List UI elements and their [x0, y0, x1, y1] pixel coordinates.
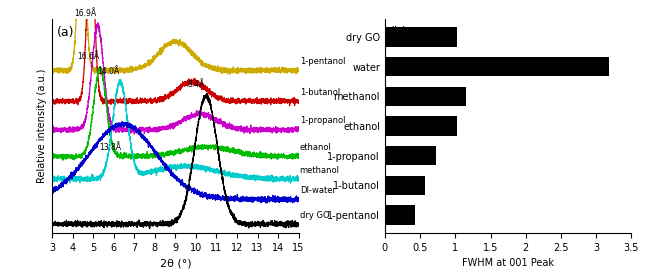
Text: (b): (b)	[390, 25, 408, 39]
Bar	[385, 116, 457, 136]
Text: (a): (a)	[57, 25, 74, 39]
Text: ethanol: ethanol	[299, 143, 331, 152]
Bar	[385, 87, 466, 106]
Text: dry GO: dry GO	[299, 211, 329, 219]
Text: 14.0Å: 14.0Å	[97, 67, 119, 76]
Bar	[385, 57, 609, 76]
Text: DI-water: DI-water	[299, 186, 336, 195]
Text: 1-propanol: 1-propanol	[299, 116, 345, 125]
Bar	[385, 176, 425, 195]
X-axis label: FWHM at 001 Peak: FWHM at 001 Peak	[462, 258, 554, 268]
Y-axis label: Relative intensity (a.u.): Relative intensity (a.u.)	[36, 69, 46, 183]
Bar	[385, 206, 415, 225]
Bar	[385, 27, 457, 47]
Bar	[385, 146, 436, 165]
Text: 13.8Å: 13.8Å	[99, 143, 121, 152]
Text: 16.6Å: 16.6Å	[77, 52, 99, 61]
X-axis label: 2θ (°): 2θ (°)	[159, 258, 191, 268]
Text: methanol: methanol	[299, 165, 340, 175]
Text: 16.9Å: 16.9Å	[74, 10, 96, 18]
Text: 1-pentanol: 1-pentanol	[299, 57, 345, 66]
Text: 1-butanol: 1-butanol	[299, 88, 340, 97]
Text: 8.4Å: 8.4Å	[188, 80, 205, 89]
